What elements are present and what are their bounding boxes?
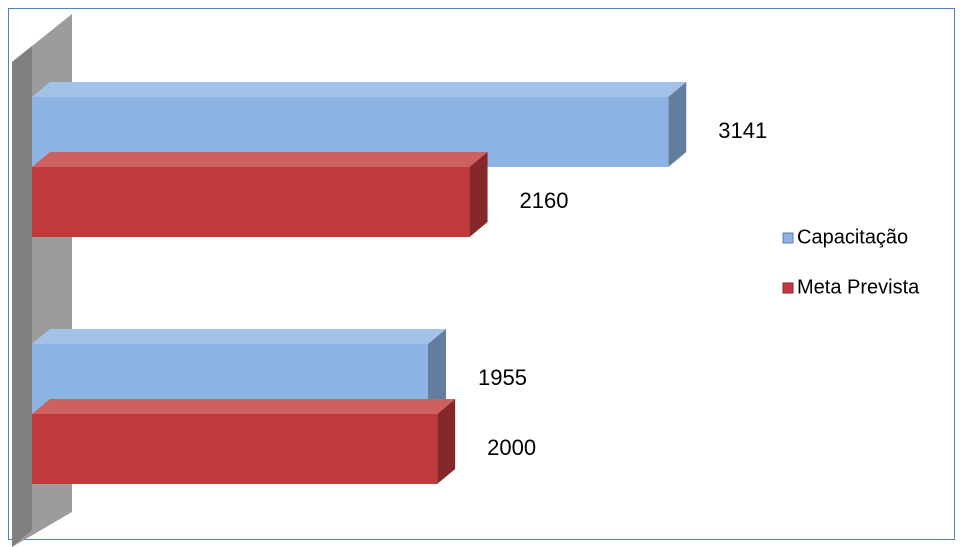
- bar: [32, 414, 438, 484]
- data-label: 3141: [718, 118, 767, 143]
- data-label: 2000: [487, 435, 536, 460]
- legend-label: Meta Prevista: [797, 276, 920, 298]
- legend-label: Capacitação: [797, 226, 908, 248]
- bar-side: [469, 152, 488, 237]
- data-label: 2160: [520, 188, 569, 213]
- bar-top: [32, 399, 456, 414]
- bar-side: [668, 82, 687, 167]
- bar-top: [32, 152, 488, 167]
- data-label: 1955: [478, 365, 527, 390]
- bar-side: [428, 329, 447, 414]
- legend-marker: [782, 282, 794, 294]
- bar-top: [32, 329, 447, 344]
- legend-marker: [782, 232, 794, 244]
- bar-side: [437, 399, 456, 484]
- bar-top: [32, 82, 687, 97]
- bar: [32, 167, 470, 237]
- wall-edge: [12, 46, 32, 547]
